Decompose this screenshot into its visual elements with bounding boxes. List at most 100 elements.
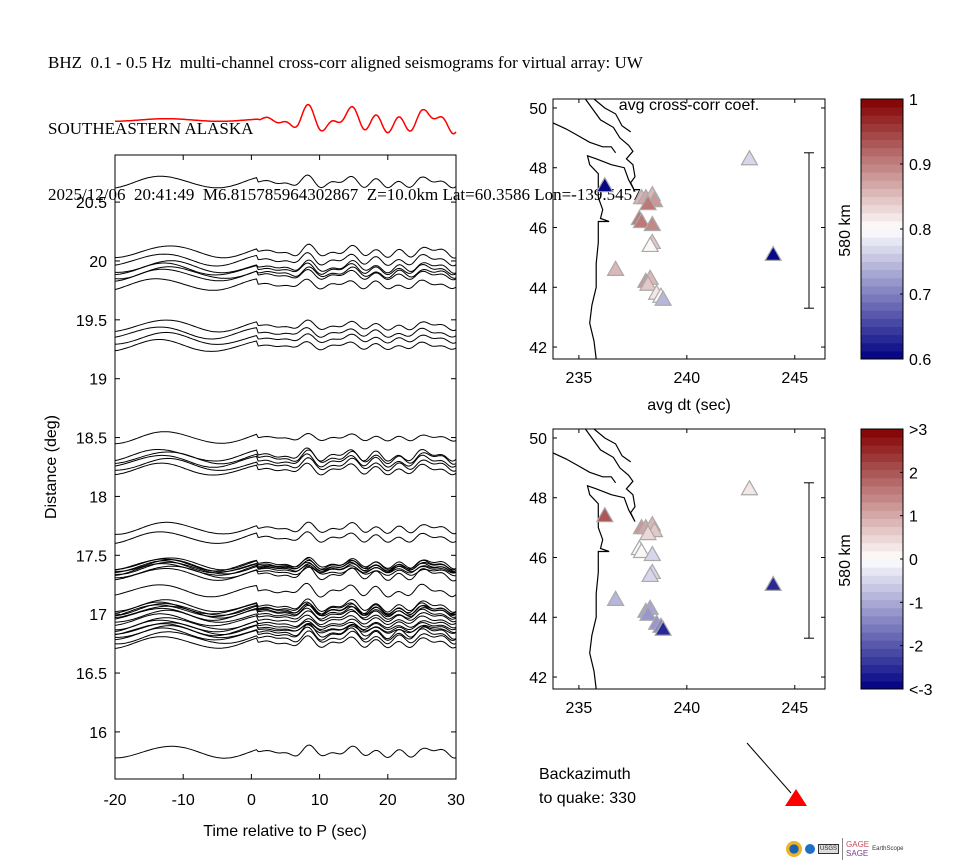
colorbar-segment [861, 115, 903, 124]
colorbar-segment [861, 640, 903, 649]
seismogram-trace [114, 453, 457, 468]
coastline [584, 428, 636, 690]
colorbar-segment [861, 172, 903, 181]
station-marker [638, 524, 658, 541]
map-x-tick-label: 240 [673, 370, 700, 387]
colorbar-cross-corr: 0.6 0.7 0.8 0.9 1 [860, 92, 931, 369]
seismogram-trace [114, 262, 457, 276]
colorbar-segment [861, 607, 903, 617]
colorbar-segment [861, 334, 903, 344]
colorbar-segment [861, 188, 903, 197]
map-y-tick-label: 44 [529, 610, 547, 627]
gage-text: GAGE [846, 840, 870, 849]
seismogram-trace [114, 635, 457, 649]
seismogram-trace [115, 565, 457, 579]
title-line-1: BHZ 0.1 - 0.5 Hz multi-channel cross-cor… [48, 53, 643, 72]
colorbar-segment [861, 212, 903, 222]
seismogram-trace [115, 559, 457, 573]
colorbar-segment [861, 559, 903, 568]
seismogram-trace [114, 626, 457, 642]
seismogram-trace [115, 521, 457, 535]
seismogram-trace [114, 268, 457, 282]
colorbar-tick-label: 1 [909, 509, 918, 526]
colorbar-segment [861, 518, 903, 527]
map-y-tick-label: 50 [529, 431, 547, 448]
map-title: avg cross-corr coef. [619, 97, 759, 114]
colorbar-segment [861, 534, 903, 544]
colorbar-segment [861, 237, 903, 246]
seismogram-trace [114, 582, 457, 598]
colorbar-segment [861, 310, 903, 319]
colorbar-segment [861, 494, 903, 503]
backazimuth-marker-triangle [785, 789, 807, 806]
colorbar-segment [861, 302, 903, 311]
seismogram-trace [114, 326, 457, 340]
x-tick-label: -20 [103, 792, 126, 809]
gage-sage-logo: GAGE SAGE [846, 840, 869, 858]
colorbar-tick-label: 0.7 [909, 287, 931, 304]
y-tick-label: 20.5 [76, 195, 107, 212]
map-y-tick-label: 48 [529, 491, 547, 508]
y-tick-label: 19.5 [76, 313, 107, 330]
colorbar-segment [861, 672, 903, 682]
map-frame [552, 98, 826, 360]
station-marker [641, 566, 660, 583]
colorbar-segment [861, 526, 903, 536]
y-tick-label: 16 [89, 725, 107, 742]
colorbar-tick-label: <-3 [909, 682, 933, 699]
colorbar-segment [861, 261, 903, 271]
colorbar-segment [861, 277, 903, 287]
colorbar-segment [861, 318, 903, 327]
colorbar-segment [861, 648, 903, 657]
colorbar-segment [861, 139, 903, 149]
map-y-tick-label: 42 [529, 340, 547, 357]
seismogram-trace [115, 609, 457, 623]
seismogram-trace [114, 561, 457, 575]
station-marker [632, 542, 651, 559]
backazimuth-label-line2: to quake: 330 [539, 790, 636, 807]
station-marker [638, 605, 658, 621]
sage-text: SAGE [846, 849, 869, 858]
coastline [584, 98, 636, 360]
coastline [593, 98, 632, 133]
seismogram-trace [114, 252, 457, 267]
coastline [552, 122, 617, 154]
map-frame [552, 428, 826, 690]
map-x-tick-label: 245 [781, 700, 808, 717]
y-tick-label: 17 [89, 607, 107, 624]
map-y-tick-label: 42 [529, 670, 547, 687]
usgs-logo: USGS [818, 844, 840, 854]
seismogram-trace [114, 462, 457, 476]
map-x-tick-label: 235 [566, 700, 593, 717]
colorbar-tick-label: 0.9 [909, 157, 931, 174]
colorbar-segment [861, 656, 903, 666]
x-tick-label: -10 [172, 792, 195, 809]
station-marker [638, 275, 658, 291]
y-tick-label: 16.5 [76, 666, 107, 683]
station-marker [595, 506, 614, 523]
colorbar-segment [861, 196, 903, 206]
seismogram-trace [114, 331, 457, 345]
x-tick-label: 20 [379, 792, 397, 809]
colorbar-segment [861, 437, 903, 446]
station-marker [643, 215, 662, 232]
colorbar-segment [861, 253, 903, 262]
station-marker [606, 260, 625, 276]
colorbar-segment [861, 469, 903, 479]
station-marker [740, 149, 759, 166]
y-axis-ticks: 16 16.5 17 17.5 18 18.5 19 19.5 20 20.5 [76, 195, 456, 742]
backazimuth-arrow-line [746, 742, 792, 794]
seismogram-trace [114, 278, 457, 291]
scale-bar-label: 580 km [837, 534, 854, 586]
colorbar-segment [861, 624, 903, 633]
seismogram-trace [114, 602, 457, 617]
colorbar-segment [861, 567, 903, 576]
colorbar-segment [861, 429, 903, 438]
colorbar-segment [861, 485, 903, 495]
y-tick-label: 18 [89, 489, 107, 506]
nsf-logo-icon [786, 841, 802, 857]
colorbar-segment [861, 220, 903, 230]
figure-title: BHZ 0.1 - 0.5 Hz multi-channel cross-cor… [48, 8, 643, 228]
colorbar-segment [861, 229, 903, 238]
logo-divider [842, 838, 844, 860]
